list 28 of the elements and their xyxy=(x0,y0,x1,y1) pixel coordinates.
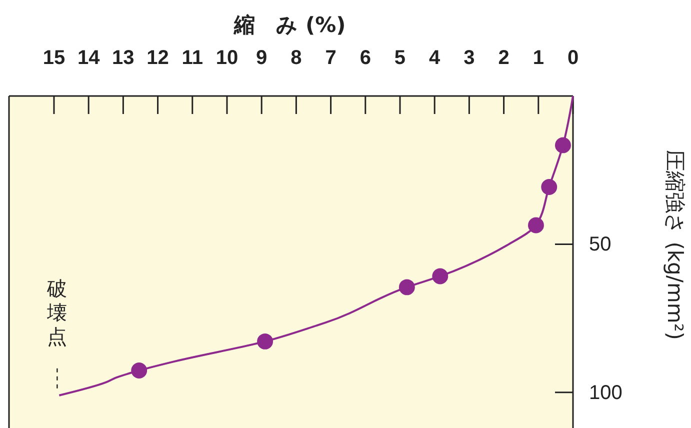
point xyxy=(257,333,274,350)
point xyxy=(554,137,571,154)
x-tick-label: 12 xyxy=(146,47,169,69)
y-tick-label: 50 xyxy=(589,234,612,256)
y-axis-title: 圧縮強さ (kg/mm²) xyxy=(663,150,687,340)
x-tick-label: 0 xyxy=(567,47,579,69)
y-tick-label: 100 xyxy=(589,382,622,404)
x-tick-label: 4 xyxy=(429,47,442,69)
annotation: 破壊点 xyxy=(46,276,68,348)
x-tick-label: 2 xyxy=(498,47,510,69)
x-axis-title: 縮 み (%) xyxy=(233,13,346,37)
x-tick-label: 5 xyxy=(394,47,406,69)
point xyxy=(398,279,415,296)
x-tick-label: 8 xyxy=(290,47,302,69)
x-tick-label: 6 xyxy=(360,47,371,69)
point xyxy=(528,217,544,234)
x-tick-label: 15 xyxy=(42,47,66,69)
x-tick-label: 1 xyxy=(532,47,544,69)
x-tick-label: 14 xyxy=(77,47,101,69)
x-tick-label: 9 xyxy=(256,47,268,69)
x-tick-label: 11 xyxy=(182,47,203,69)
x-tick-label: 7 xyxy=(325,47,336,69)
point xyxy=(541,179,558,195)
x-tick-label: 10 xyxy=(216,47,238,69)
x-tick-label: 3 xyxy=(464,47,475,69)
point xyxy=(432,268,448,284)
point xyxy=(131,362,148,378)
x-tick-label: 13 xyxy=(112,47,134,69)
